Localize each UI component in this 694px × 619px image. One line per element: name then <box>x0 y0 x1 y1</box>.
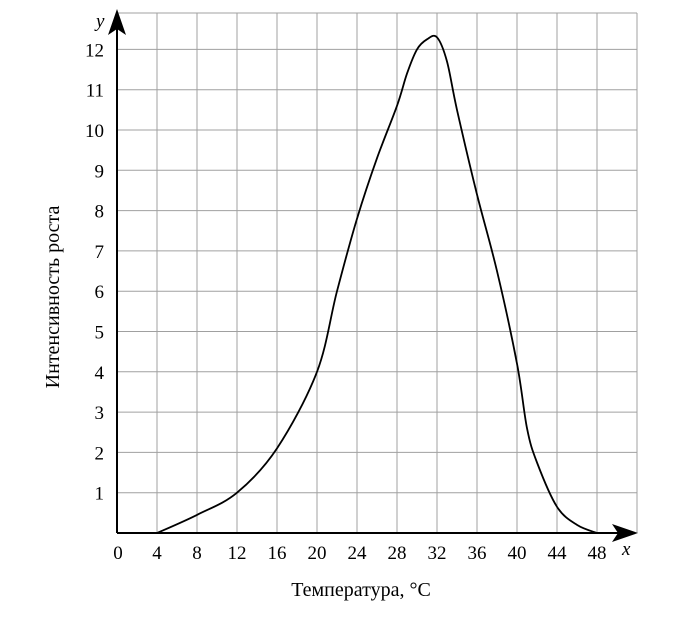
x-tick-label: 12 <box>228 543 247 564</box>
y-axis-arrow <box>108 9 126 35</box>
growth-curve <box>156 34 598 534</box>
grid <box>117 12 638 533</box>
x-tick-label: 36 <box>468 543 487 564</box>
x-tick-label: 20 <box>308 543 327 564</box>
x-tick-label: 40 <box>508 543 527 564</box>
x-tick-label: 16 <box>268 543 287 564</box>
y-tick-label: 12 <box>85 40 104 61</box>
x-axis-arrow <box>612 524 638 542</box>
x-axis-letter: x <box>621 539 631 560</box>
y-tick-label: 8 <box>95 202 105 223</box>
x-tick-label: 44 <box>548 543 568 564</box>
x-tick-label: 8 <box>192 543 202 564</box>
axes <box>108 9 638 542</box>
y-tick-label: 4 <box>95 363 105 384</box>
y-tick-label: 5 <box>95 323 105 344</box>
origin-label: 0 <box>113 543 123 564</box>
y-axis-letter: y <box>94 11 105 32</box>
x-axis-title: Температура, °C <box>291 579 431 601</box>
y-tick-label: 2 <box>95 443 105 464</box>
y-tick-label: 6 <box>95 282 105 303</box>
y-tick-label: 11 <box>86 81 104 102</box>
x-tick-label: 24 <box>348 543 368 564</box>
y-tick-label: 1 <box>95 484 105 505</box>
y-tick-label: 10 <box>85 121 104 142</box>
x-tick-label: 28 <box>388 543 407 564</box>
y-tick-label: 9 <box>95 161 105 182</box>
y-tick-label: 3 <box>95 403 105 424</box>
y-axis-title: Интенсивность роста <box>42 206 64 389</box>
x-tick-label: 32 <box>428 543 447 564</box>
x-tick-label: 4 <box>152 543 162 564</box>
x-tick-label: 48 <box>588 543 607 564</box>
y-tick-label: 7 <box>95 242 105 263</box>
curve-layer <box>156 34 598 534</box>
